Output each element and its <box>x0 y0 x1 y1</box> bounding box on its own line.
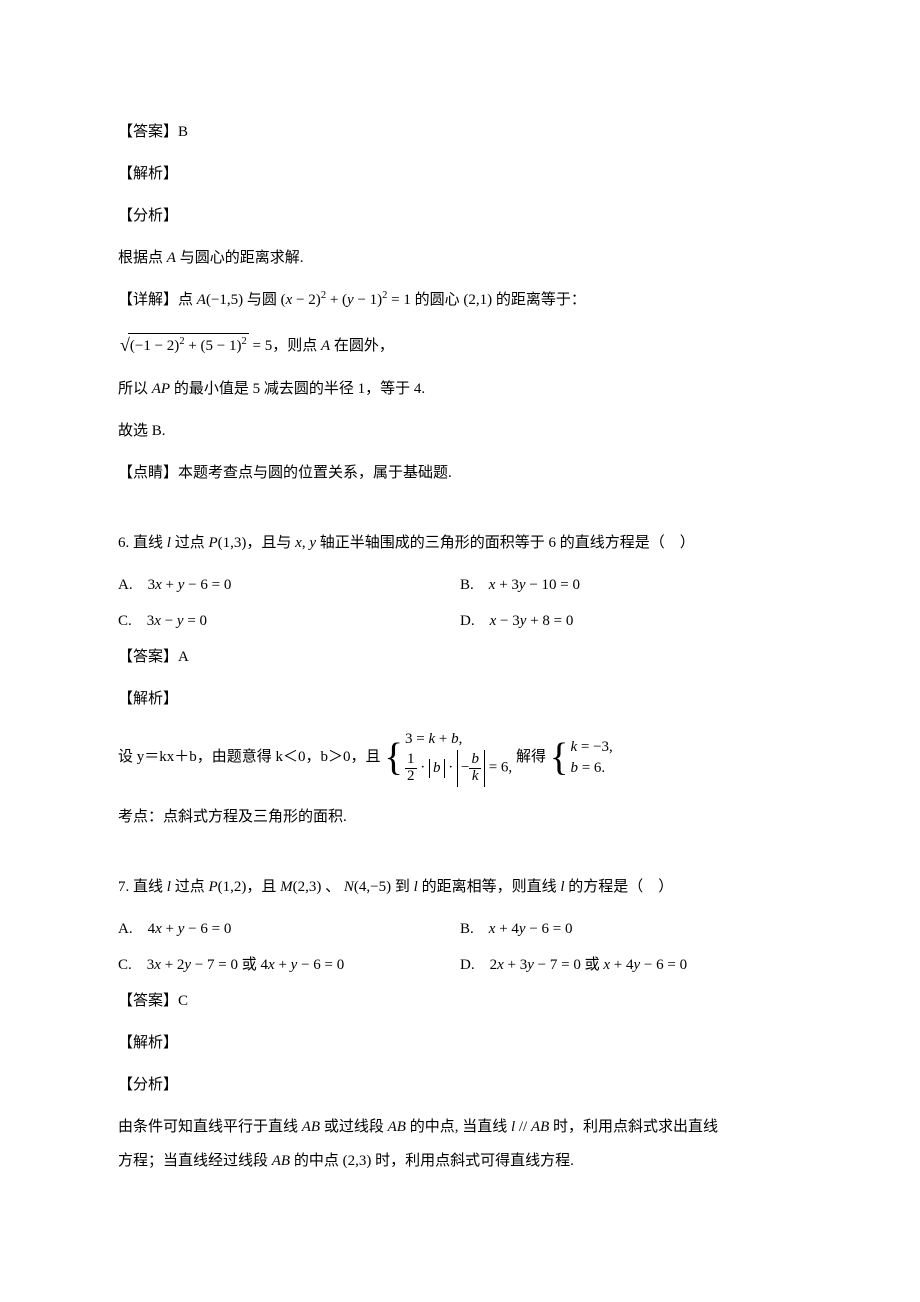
analysis-text: 根据点 A 与圆心的距离求解. <box>118 246 802 270</box>
q7-ana-1: 由条件可知直线平行于直线 AB 或过线段 AB 的中点, 当直线 l // AB… <box>118 1115 802 1139</box>
q6-jiexi: 【解析】 <box>118 687 802 711</box>
q6-system: { 3 = k + b, 12 · b · −bk = 6, <box>384 729 512 787</box>
q6-solution: 设 y＝kx＋b，由题意得 k＜0，b＞0，且 { 3 = k + b, 12 … <box>118 729 802 787</box>
page: 【答案】B 【解析】 【分析】 根据点 A 与圆心的距离求解. 【详解】点 A(… <box>0 0 920 1302</box>
q6-answer: 【答案】A <box>118 645 802 669</box>
q6-optD: D. x − 3y + 8 = 0 <box>460 609 802 633</box>
xiangjie-line: 【详解】点 A(−1,5) 与圆 (x − 2)2 + (y − 1)2 = 1… <box>118 288 802 312</box>
so-line: 故选 B. <box>118 419 802 443</box>
answer-value: B <box>178 124 188 140</box>
q7-stem: 7. 直线 l 过点 P(1,2)，且 M(2,3) 、 N(4,−5) 到 l… <box>118 875 802 899</box>
circle-center: (2,1) <box>463 292 492 308</box>
q6-optA: A. 3x + y − 6 = 0 <box>118 573 460 597</box>
q6-result: { k = −3, b = 6. <box>550 737 613 779</box>
q7-row1: A. 4x + y − 6 = 0 B. x + 4y − 6 = 0 <box>118 917 802 941</box>
q6-row2: C. 3x − y = 0 D. x − 3y + 8 = 0 <box>118 609 802 633</box>
q7-optB: B. x + 4y − 6 = 0 <box>460 917 802 941</box>
answer-line: 【答案】B <box>118 120 802 144</box>
fenxi-label: 【分析】 <box>118 204 802 228</box>
q7-jiexi: 【解析】 <box>118 1031 802 1055</box>
answer-label: 【答案】 <box>118 124 178 140</box>
xiangjie-label: 【详解】 <box>118 292 178 308</box>
q7-num: 7. <box>118 879 133 895</box>
dianjing-line: 【点睛】本题考查点与圆的位置关系，属于基础题. <box>118 461 802 485</box>
q6-stem: 6. 直线 l 过点 P(1,3)，且与 x, y 轴正半轴围成的三角形的面积等… <box>118 531 802 555</box>
q7-row2: C. 3x + 2y − 7 = 0 或 4x + y − 6 = 0 D. 2… <box>118 953 802 977</box>
ap-line: 所以 AP 的最小值是 5 减去圆的半径 1，等于 4. <box>118 377 802 401</box>
distance-calc: (−1 − 2)2 + (5 − 1)2 = 5，则点 A 在圆外， <box>118 330 802 359</box>
dianjing-label: 【点睛】 <box>118 465 178 481</box>
dist-tail: 的距离等于： <box>492 292 586 308</box>
q7-optC: C. 3x + 2y − 7 = 0 或 4x + y − 6 = 0 <box>118 953 460 977</box>
q6-num: 6. <box>118 535 133 551</box>
dianjing-text: 本题考查点与圆的位置关系，属于基础题. <box>178 465 452 481</box>
q6-optB: B. x + 3y − 10 = 0 <box>460 573 802 597</box>
q6-row1: A. 3x + y − 6 = 0 B. x + 3y − 10 = 0 <box>118 573 802 597</box>
q7-answer: 【答案】C <box>118 989 802 1013</box>
q7-optA: A. 4x + y − 6 = 0 <box>118 917 460 941</box>
sqrt-expr: (−1 − 2)2 + (5 − 1)2 <box>118 330 249 359</box>
q6-optC: C. 3x − y = 0 <box>118 609 460 633</box>
q6-kaodian: 考点：点斜式方程及三角形的面积. <box>118 805 802 829</box>
q7-optD: D. 2x + 3y − 7 = 0 或 x + 4y − 6 = 0 <box>460 953 802 977</box>
q7-ana-2: 方程；当直线经过线段 AB 的中点 (2,3) 时，利用点斜式可得直线方程. <box>118 1149 802 1173</box>
jiexi-label: 【解析】 <box>118 162 802 186</box>
dist-val: = 5 <box>252 338 272 354</box>
q7-fenxi: 【分析】 <box>118 1073 802 1097</box>
